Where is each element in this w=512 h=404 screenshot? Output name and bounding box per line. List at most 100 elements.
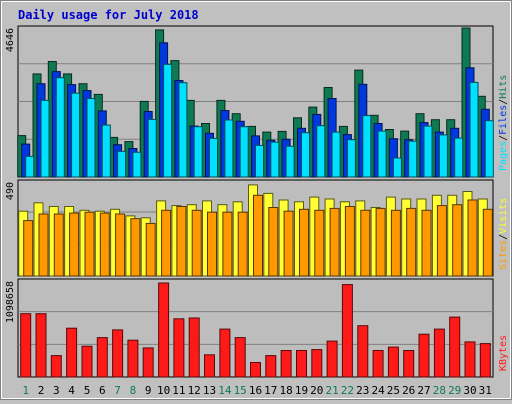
kbytes-bar — [20, 313, 32, 378]
legend-label: KBytes — [498, 335, 509, 371]
series-pages — [25, 63, 494, 178]
x-tick-label: 13 — [203, 384, 216, 397]
legend-pages: Pages — [498, 141, 509, 171]
kbytes-bar — [234, 337, 246, 378]
x-tick-label: 28 — [433, 384, 446, 397]
sites-bar — [53, 213, 64, 277]
x-tick-label: 30 — [463, 384, 476, 397]
x-tick-label: 25 — [387, 384, 400, 397]
pages-bar — [285, 145, 295, 178]
x-tick-label: 19 — [295, 384, 308, 397]
sites-bar — [237, 211, 248, 277]
pages-bar — [270, 141, 280, 178]
sites-bar — [344, 206, 355, 277]
kbytes-bar — [112, 329, 124, 378]
pages-bar — [454, 137, 464, 178]
sites-bar — [406, 207, 417, 277]
kbytes-bar — [127, 339, 139, 378]
sites-bar — [84, 211, 95, 277]
pages-bar — [316, 125, 326, 178]
sites-bar — [482, 208, 493, 277]
sites-bar — [253, 194, 263, 277]
pages-bar — [346, 139, 356, 178]
y-max-label: 1098658 — [5, 281, 16, 323]
sites-bar — [436, 205, 447, 277]
sites-bar — [375, 207, 386, 277]
sites-bar — [222, 211, 233, 277]
sites-bar — [176, 206, 187, 277]
panel-3: 1098658 KBytes — [5, 278, 509, 378]
kbytes-bar — [372, 350, 384, 378]
pages-bar — [101, 124, 111, 178]
x-tick-label: 14 — [218, 384, 232, 397]
pages-bar — [193, 126, 203, 178]
pages-bar — [301, 132, 310, 178]
kbytes-bar — [66, 327, 78, 378]
sites-bar — [452, 204, 463, 277]
sites-bar — [329, 207, 340, 277]
pages-bar — [178, 82, 188, 178]
pages-bar — [469, 81, 479, 178]
x-tick-label: 15 — [234, 384, 247, 397]
x-tick-label: 7 — [114, 384, 121, 397]
x-tick-label: 3 — [53, 384, 60, 397]
sites-bar — [145, 222, 156, 277]
kbytes-bar — [357, 325, 369, 378]
pages-bar — [71, 92, 81, 178]
pages-bar — [163, 63, 173, 178]
kbytes-bar — [81, 345, 93, 378]
legend-sites: Sites — [498, 240, 509, 270]
x-tick-label: 21 — [325, 384, 338, 397]
x-tick-label: 26 — [402, 384, 415, 397]
pages-bar — [408, 140, 418, 178]
legend-files: Files — [498, 105, 509, 135]
series-sites — [23, 194, 493, 277]
legend-label: Sites/Visits — [498, 198, 509, 270]
legend-visits: Visits — [498, 198, 509, 234]
x-tick-label: 11 — [172, 384, 185, 397]
x-tick-label: 23 — [356, 384, 369, 397]
x-tick-label: 16 — [249, 384, 262, 397]
kbytes-bar — [387, 346, 399, 378]
sites-bar — [38, 213, 49, 277]
kbytes-bar — [296, 350, 307, 378]
x-tick-label: 31 — [479, 384, 492, 397]
pages-bar — [132, 151, 142, 178]
pages-bar — [117, 150, 127, 178]
sites-bar — [130, 218, 141, 277]
pages-bar — [255, 144, 264, 178]
kbytes-bar — [464, 341, 476, 378]
pages-bar — [86, 98, 96, 178]
kbytes-bar — [326, 340, 338, 378]
pages-bar — [377, 130, 387, 178]
pages-bar — [55, 77, 65, 178]
x-tick-label: 17 — [264, 384, 277, 397]
x-tick-label: 8 — [130, 384, 137, 397]
kbytes-bar — [280, 350, 292, 378]
sites-bar — [283, 210, 294, 277]
y-max-label: 490 — [5, 182, 16, 200]
x-tick-label: 27 — [417, 384, 430, 397]
x-tick-label: 29 — [448, 384, 461, 397]
series-kbytes — [20, 282, 491, 378]
kbytes-bar — [479, 343, 491, 378]
x-tick-label: 5 — [84, 384, 91, 397]
kbytes-bar — [142, 347, 154, 378]
sites-bar — [115, 213, 126, 277]
kbytes-bar — [173, 318, 185, 378]
x-tick-label: 24 — [371, 384, 385, 397]
kbytes-bar — [449, 316, 461, 378]
sites-bar — [299, 208, 309, 277]
kbytes-bar — [341, 284, 353, 378]
kbytes-bar — [50, 355, 62, 378]
x-tick-label: 20 — [310, 384, 323, 397]
pages-bar — [331, 131, 341, 178]
kbytes-bar — [433, 328, 445, 378]
kbytes-bar — [188, 317, 200, 378]
kbytes-bar — [311, 349, 323, 378]
kbytes-bar — [418, 333, 430, 378]
